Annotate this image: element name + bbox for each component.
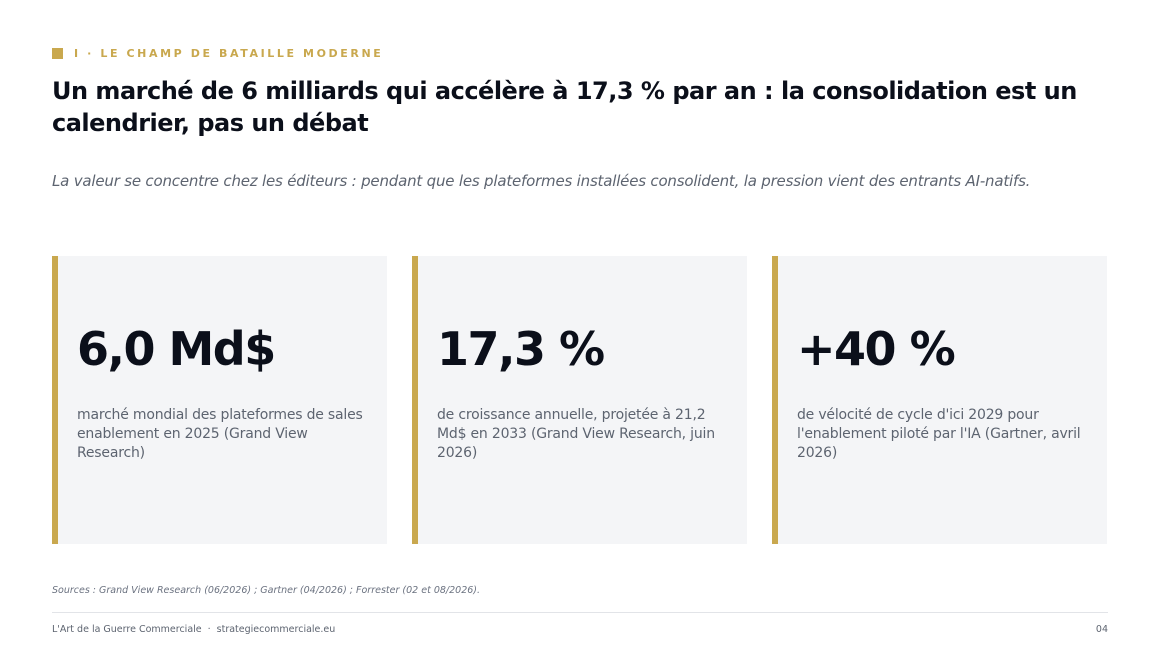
stat-card-velocity: +40 % de vélocité de cycle d'ici 2029 po…: [772, 256, 1107, 544]
footer-separator: ·: [207, 624, 211, 635]
slide-title: Un marché de 6 milliards qui accélère à …: [52, 77, 1077, 137]
stat-value: +40 %: [797, 322, 956, 376]
stat-cards: 6,0 Md$ marché mondial des plateformes d…: [52, 256, 1107, 544]
stat-card-growth: 17,3 % de croissance annuelle, projetée …: [412, 256, 747, 544]
footer-brand: L'Art de la Guerre Commerciale · strategie…: [52, 624, 335, 635]
footer-divider: [52, 612, 1108, 613]
sources-note: Sources : Grand View Research (06/2026) …: [52, 585, 481, 596]
stat-value: 6,0 Md$: [77, 322, 276, 376]
slide-subtitle: La valeur se concentre chez les éditeurs…: [52, 172, 1031, 190]
stat-card-market-size: 6,0 Md$ marché mondial des plateformes d…: [52, 256, 387, 544]
section-eyebrow: I · LE CHAMP DE BATAILLE MODERNE: [52, 47, 383, 60]
accent-square-icon: [52, 48, 63, 59]
footer-brand-name: L'Art de la Guerre Commerciale: [52, 624, 202, 635]
eyebrow-text: I · LE CHAMP DE BATAILLE MODERNE: [74, 47, 384, 60]
stat-description: de croissance annuelle, projetée à 21,2 …: [437, 407, 715, 461]
stat-description: marché mondial des plateformes de sales …: [77, 407, 363, 461]
page-number: 04: [1095, 624, 1108, 635]
stat-description: de vélocité de cycle d'ici 2029 pour l'e…: [797, 407, 1081, 461]
footer-website: strategiecommerciale.eu: [216, 624, 336, 635]
stat-value: 17,3 %: [437, 322, 605, 376]
